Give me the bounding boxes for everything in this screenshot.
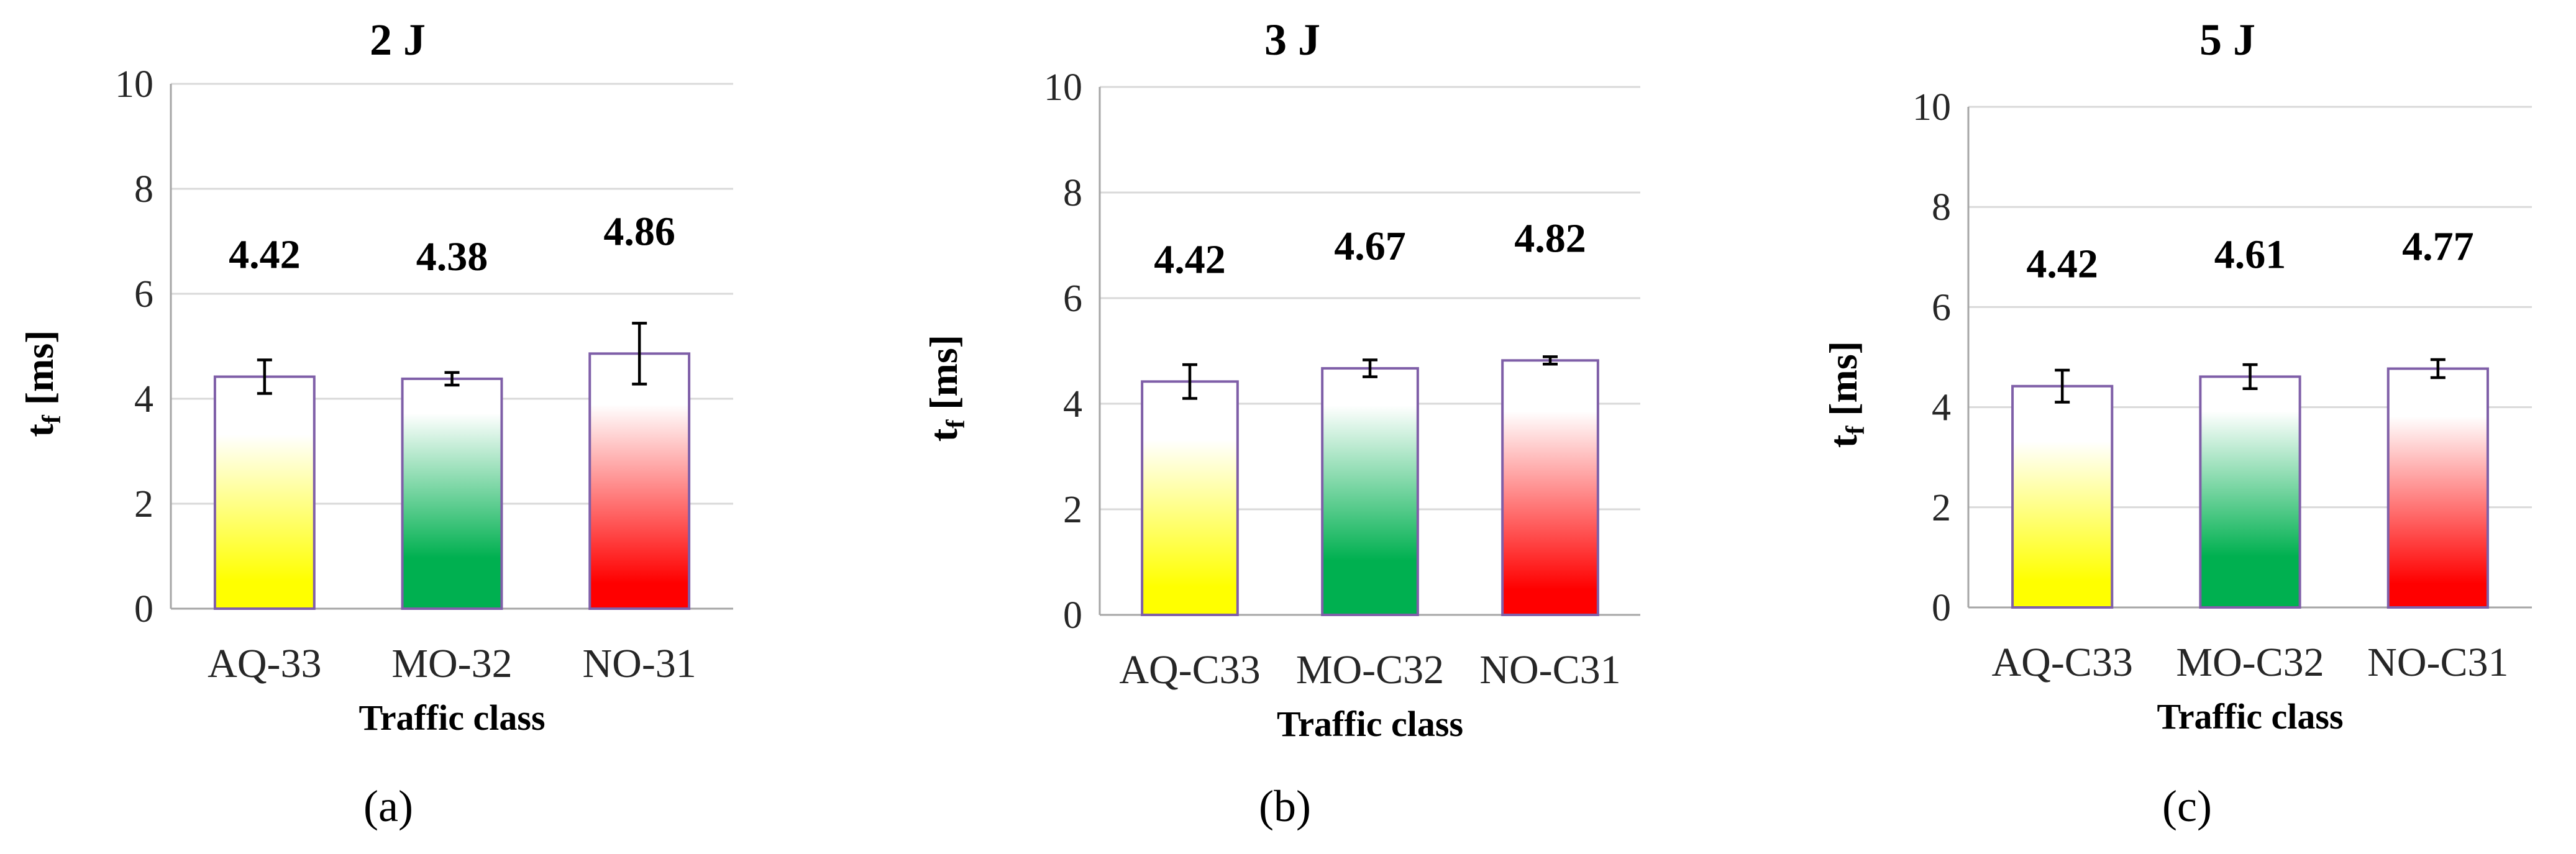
x-tick-label: MO-32 (391, 641, 512, 686)
y-axis-label-unit: [ms] (921, 335, 966, 420)
y-tick-label: 0 (134, 588, 153, 630)
x-tick-label: AQ-C33 (1119, 647, 1260, 693)
bar-aq-c33 (1141, 380, 1239, 616)
bar-mo-32 (401, 377, 503, 610)
data-label: 4.42 (1154, 237, 1226, 282)
y-tick-label: 10 (1912, 86, 1951, 129)
y-tick-label: 8 (1932, 186, 1951, 229)
y-tick-label: 2 (1063, 489, 1082, 531)
bar-no-c31 (1501, 359, 1599, 616)
data-label: 4.61 (2214, 232, 2286, 277)
data-label: 4.42 (2026, 242, 2098, 287)
y-tick-label: 6 (1063, 278, 1082, 320)
y-tick-label: 4 (1932, 387, 1951, 429)
bar-mo-c32 (2199, 375, 2301, 609)
y-tick-label: 6 (134, 273, 153, 316)
y-axis-label: tf [ms] (1821, 341, 1870, 448)
chart-panel-1: 0 2 4 6 8 10 4.42 AQ-33 4.38 MO-32 4.86 NO-31 2 J Tra… (17, 15, 733, 831)
panel-label: (a) (363, 781, 413, 831)
x-tick-label: MO-C32 (2176, 640, 2324, 685)
y-axis-label: tf [ms] (921, 335, 971, 442)
y-axis-label-main: t (1821, 434, 1865, 448)
y-tick-label: 0 (1063, 594, 1082, 637)
y-axis-label-subscript: f (1842, 425, 1870, 435)
y-tick-label: 4 (1063, 383, 1082, 425)
chart-title: 3 J (1264, 15, 1320, 65)
x-axis-label: Traffic class (2157, 696, 2343, 737)
y-tick-label: 8 (1063, 172, 1082, 214)
bar-mo-c32 (1321, 367, 1419, 616)
y-tick-label: 0 (1932, 587, 1951, 629)
chart-title: 5 J (2199, 15, 2255, 65)
y-axis-label-unit: [ms] (1821, 341, 1865, 426)
data-label: 4.86 (603, 209, 675, 254)
chart-title: 2 J (370, 15, 426, 65)
data-label: 4.42 (229, 232, 301, 278)
chart-panel-3: 0 2 4 6 8 10 4.42 AQ-C33 4.61 MO-C32 4.77 NO-C31 5 J… (1821, 15, 2532, 831)
y-tick-label: 2 (134, 483, 153, 525)
chart-panel-2: 0 2 4 6 8 10 4.42 AQ-C33 4.67 MO-C32 4.82 NO-C31 3 J… (921, 15, 1640, 831)
y-tick-label: 10 (115, 63, 153, 106)
y-axis-label-main: t (17, 424, 62, 437)
bar-no-31 (588, 352, 691, 611)
x-tick-label: MO-C32 (1296, 647, 1444, 693)
x-tick-label: AQ-33 (208, 641, 321, 686)
data-label: 4.77 (2402, 224, 2474, 270)
data-label: 4.38 (416, 234, 488, 279)
y-tick-label: 2 (1932, 487, 1951, 529)
x-axis-label: Traffic class (1277, 704, 1463, 744)
bar-aq-33 (213, 375, 316, 610)
bar-no-c31 (2386, 367, 2489, 609)
y-axis-label-subscript: f (38, 414, 66, 424)
y-axis-label: tf [ms] (17, 330, 66, 437)
y-tick-label: 10 (1044, 66, 1082, 109)
y-axis-label-subscript: f (942, 419, 971, 429)
y-tick-label: 8 (134, 168, 153, 211)
data-label: 4.82 (1514, 216, 1586, 261)
x-tick-label: AQ-C33 (1992, 640, 2133, 685)
panel-label: (b) (1259, 781, 1311, 831)
x-tick-label: NO-C31 (2367, 640, 2508, 685)
bar-aq-c33 (2011, 384, 2114, 609)
y-tick-label: 4 (134, 378, 153, 420)
panel-label: (c) (2162, 781, 2212, 831)
x-axis-label: Traffic class (359, 697, 545, 738)
data-label: 4.67 (1334, 224, 1406, 269)
y-axis-label-unit: [ms] (17, 330, 62, 415)
y-tick-label: 6 (1932, 286, 1951, 329)
y-axis-label-main: t (921, 428, 966, 442)
x-tick-label: NO-C31 (1479, 647, 1620, 693)
x-tick-label: NO-31 (583, 641, 697, 686)
